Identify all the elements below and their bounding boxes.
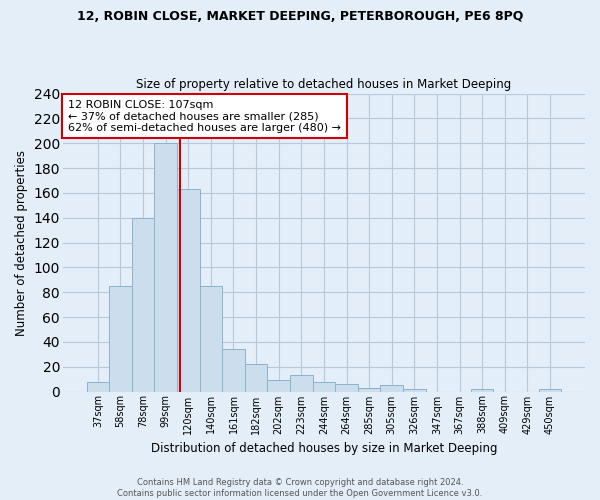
Bar xyxy=(380,386,403,392)
Bar xyxy=(109,286,132,392)
Bar xyxy=(358,388,380,392)
Bar xyxy=(313,382,335,392)
Bar xyxy=(335,384,358,392)
Bar xyxy=(539,389,561,392)
Bar xyxy=(200,286,222,392)
Bar xyxy=(403,389,425,392)
Bar xyxy=(132,218,154,392)
Bar xyxy=(245,364,268,392)
Text: Contains HM Land Registry data © Crown copyright and database right 2024.
Contai: Contains HM Land Registry data © Crown c… xyxy=(118,478,482,498)
Bar xyxy=(290,376,313,392)
Bar xyxy=(177,189,200,392)
Text: 12, ROBIN CLOSE, MARKET DEEPING, PETERBOROUGH, PE6 8PQ: 12, ROBIN CLOSE, MARKET DEEPING, PETERBO… xyxy=(77,10,523,23)
Bar xyxy=(268,380,290,392)
Y-axis label: Number of detached properties: Number of detached properties xyxy=(15,150,28,336)
Bar xyxy=(471,389,493,392)
Bar xyxy=(86,382,109,392)
Title: Size of property relative to detached houses in Market Deeping: Size of property relative to detached ho… xyxy=(136,78,512,91)
Bar xyxy=(154,143,177,392)
Bar xyxy=(222,350,245,392)
Text: 12 ROBIN CLOSE: 107sqm
← 37% of detached houses are smaller (285)
62% of semi-de: 12 ROBIN CLOSE: 107sqm ← 37% of detached… xyxy=(68,100,341,132)
X-axis label: Distribution of detached houses by size in Market Deeping: Distribution of detached houses by size … xyxy=(151,442,497,455)
